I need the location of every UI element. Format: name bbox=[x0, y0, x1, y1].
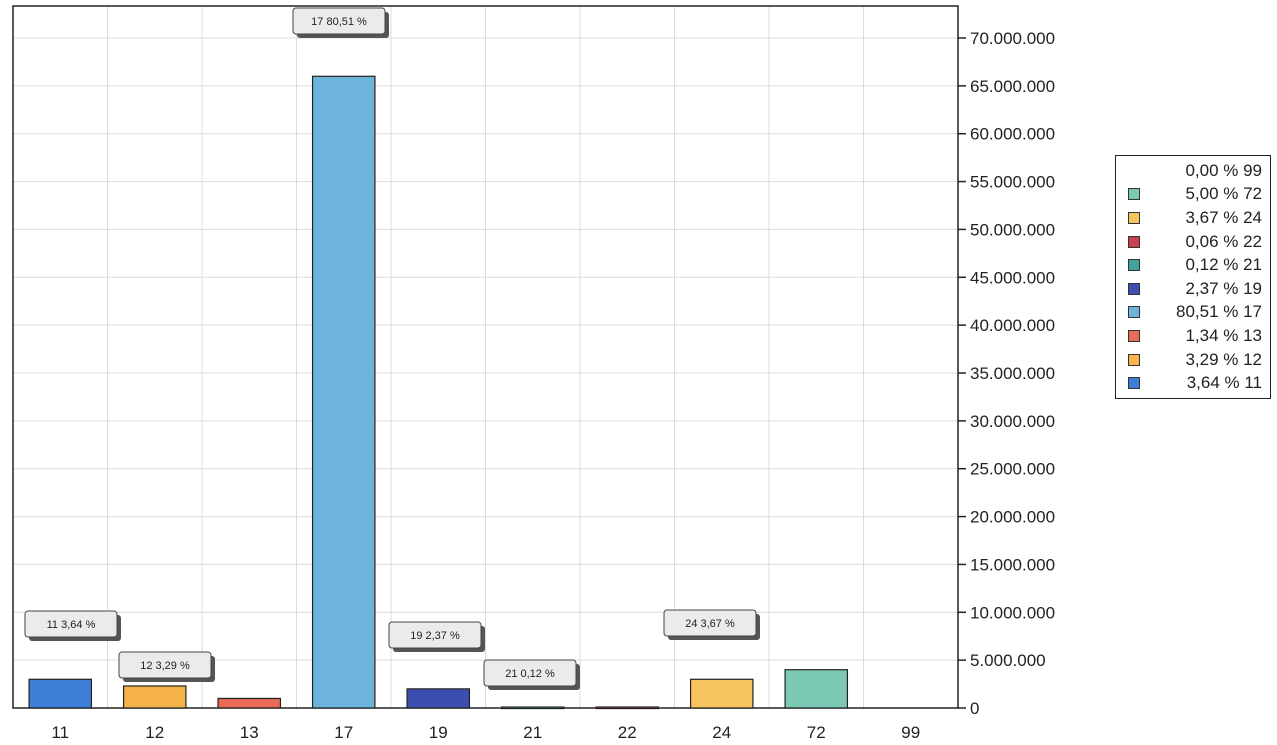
legend-swatch bbox=[1128, 211, 1140, 224]
x-axis: 11 12 13 17 19 21 22 24 72 99 bbox=[51, 723, 920, 742]
legend-item: 80,51 % 17 bbox=[1116, 301, 1270, 325]
bar-chart: 11 3,64 % 12 3,29 % 17 80,51 % 19 2,37 % 21 … bbox=[12, 5, 1055, 742]
legend-swatch bbox=[1128, 235, 1140, 248]
grid-lines bbox=[12, 6, 959, 709]
x-tick-label: 12 bbox=[145, 723, 164, 742]
data-label-21: 21 0,12 % bbox=[483, 659, 580, 690]
y-tick-label: 35.000.000 bbox=[970, 364, 1055, 383]
legend-swatch bbox=[1128, 353, 1140, 366]
bars bbox=[28, 75, 849, 710]
legend-swatch bbox=[1128, 259, 1140, 272]
svg-text:12 3,29 %: 12 3,29 % bbox=[140, 660, 190, 672]
legend-item: 0,06 % 22 bbox=[1116, 230, 1270, 254]
y-tick-label: 0 bbox=[970, 699, 979, 718]
legend-label: 0,00 % 99 bbox=[1185, 160, 1262, 180]
legend-label: 3,64 % 11 bbox=[1186, 373, 1262, 393]
legend-label: 0,06 % 22 bbox=[1185, 231, 1262, 251]
legend-label: 3,67 % 24 bbox=[1185, 207, 1262, 227]
y-tick-label: 20.000.000 bbox=[970, 508, 1055, 527]
data-label-12: 12 3,29 % bbox=[118, 651, 215, 682]
bar-11 bbox=[28, 678, 93, 709]
y-tick-label: 30.000.000 bbox=[970, 412, 1055, 431]
y-tick-label: 70.000.000 bbox=[970, 29, 1055, 48]
y-tick-label: 60.000.000 bbox=[970, 125, 1055, 144]
x-tick-label: 11 bbox=[51, 723, 69, 742]
data-label-11: 11 3,64 % bbox=[24, 610, 121, 641]
bar-19 bbox=[406, 688, 471, 709]
x-tick-label: 21 bbox=[523, 723, 542, 742]
svg-text:17 80,51 %: 17 80,51 % bbox=[311, 16, 367, 28]
svg-text:24 3,67 %: 24 3,67 % bbox=[685, 618, 735, 630]
y-tick-label: 25.000.000 bbox=[970, 460, 1055, 479]
legend-swatch bbox=[1128, 188, 1140, 201]
x-tick-label: 19 bbox=[429, 723, 448, 742]
bar-22 bbox=[595, 706, 660, 710]
legend-label: 80,51 % 17 bbox=[1175, 302, 1262, 322]
y-tick-label: 5.000.000 bbox=[970, 651, 1046, 670]
legend-swatch bbox=[1128, 329, 1140, 342]
bar-24 bbox=[689, 678, 754, 709]
x-tick-label: 13 bbox=[240, 723, 259, 742]
bar-72 bbox=[784, 669, 849, 709]
data-label-17: 17 80,51 % bbox=[292, 7, 389, 38]
bar-17 bbox=[311, 75, 376, 709]
y-tick-label: 40.000.000 bbox=[970, 316, 1055, 335]
y-tick-label: 50.000.000 bbox=[970, 220, 1055, 239]
x-tick-label: 72 bbox=[807, 723, 826, 742]
svg-text:21 0,12 %: 21 0,12 % bbox=[505, 668, 555, 680]
y-tick-label: 65.000.000 bbox=[970, 77, 1055, 96]
data-label-24: 24 3,67 % bbox=[663, 609, 760, 640]
legend-swatch bbox=[1128, 377, 1140, 390]
plot-frame bbox=[12, 5, 959, 709]
x-tick-label: 17 bbox=[334, 723, 353, 742]
legend-label: 0,12 % 21 bbox=[1185, 255, 1262, 275]
legend-item: 3,67 % 24 bbox=[1116, 206, 1270, 230]
legend-item: 0,12 % 21 bbox=[1116, 253, 1270, 277]
legend-item: 2,37 % 19 bbox=[1116, 277, 1270, 301]
legend-item: 5,00 % 72 bbox=[1116, 183, 1270, 207]
y-tick-label: 15.000.000 bbox=[970, 555, 1055, 574]
x-tick-label: 24 bbox=[712, 723, 731, 742]
legend-label: 1,34 % 13 bbox=[1185, 325, 1262, 345]
y-tick-label: 45.000.000 bbox=[970, 268, 1055, 287]
svg-text:11 3,64 %: 11 3,64 % bbox=[47, 619, 96, 631]
bar-12 bbox=[122, 685, 187, 709]
y-axis: 0 5.000.000 10.000.000 15.000.000 20.000.000… bbox=[958, 29, 1055, 718]
svg-text:19 2,37 %: 19 2,37 % bbox=[410, 630, 460, 642]
legend-item: 0,00 % 99 bbox=[1116, 159, 1270, 183]
legend-swatch bbox=[1128, 282, 1140, 295]
legend-item: 3,64 % 11 bbox=[1116, 371, 1270, 395]
legend-swatch bbox=[1128, 306, 1140, 319]
y-tick-label: 10.000.000 bbox=[970, 603, 1055, 622]
data-labels: 11 3,64 % 12 3,29 % 17 80,51 % 19 2,37 % 21 … bbox=[24, 7, 760, 690]
data-label-19: 19 2,37 % bbox=[388, 621, 485, 652]
legend-label: 2,37 % 19 bbox=[1185, 278, 1262, 298]
legend: 0,00 % 99 5,00 % 72 3,67 % 24 0,06 % 22 0,12… bbox=[1115, 155, 1271, 399]
legend-item: 1,34 % 13 bbox=[1116, 324, 1270, 348]
x-tick-label: 99 bbox=[901, 723, 920, 742]
legend-label: 3,29 % 12 bbox=[1185, 349, 1262, 369]
bar-13 bbox=[217, 697, 282, 709]
legend-item: 3,29 % 12 bbox=[1116, 348, 1270, 372]
bar-21 bbox=[500, 706, 565, 710]
legend-label: 5,00 % 72 bbox=[1185, 184, 1262, 204]
x-tick-label: 22 bbox=[618, 723, 637, 742]
legend-swatch bbox=[1128, 165, 1140, 177]
y-tick-label: 55.000.000 bbox=[970, 173, 1055, 192]
